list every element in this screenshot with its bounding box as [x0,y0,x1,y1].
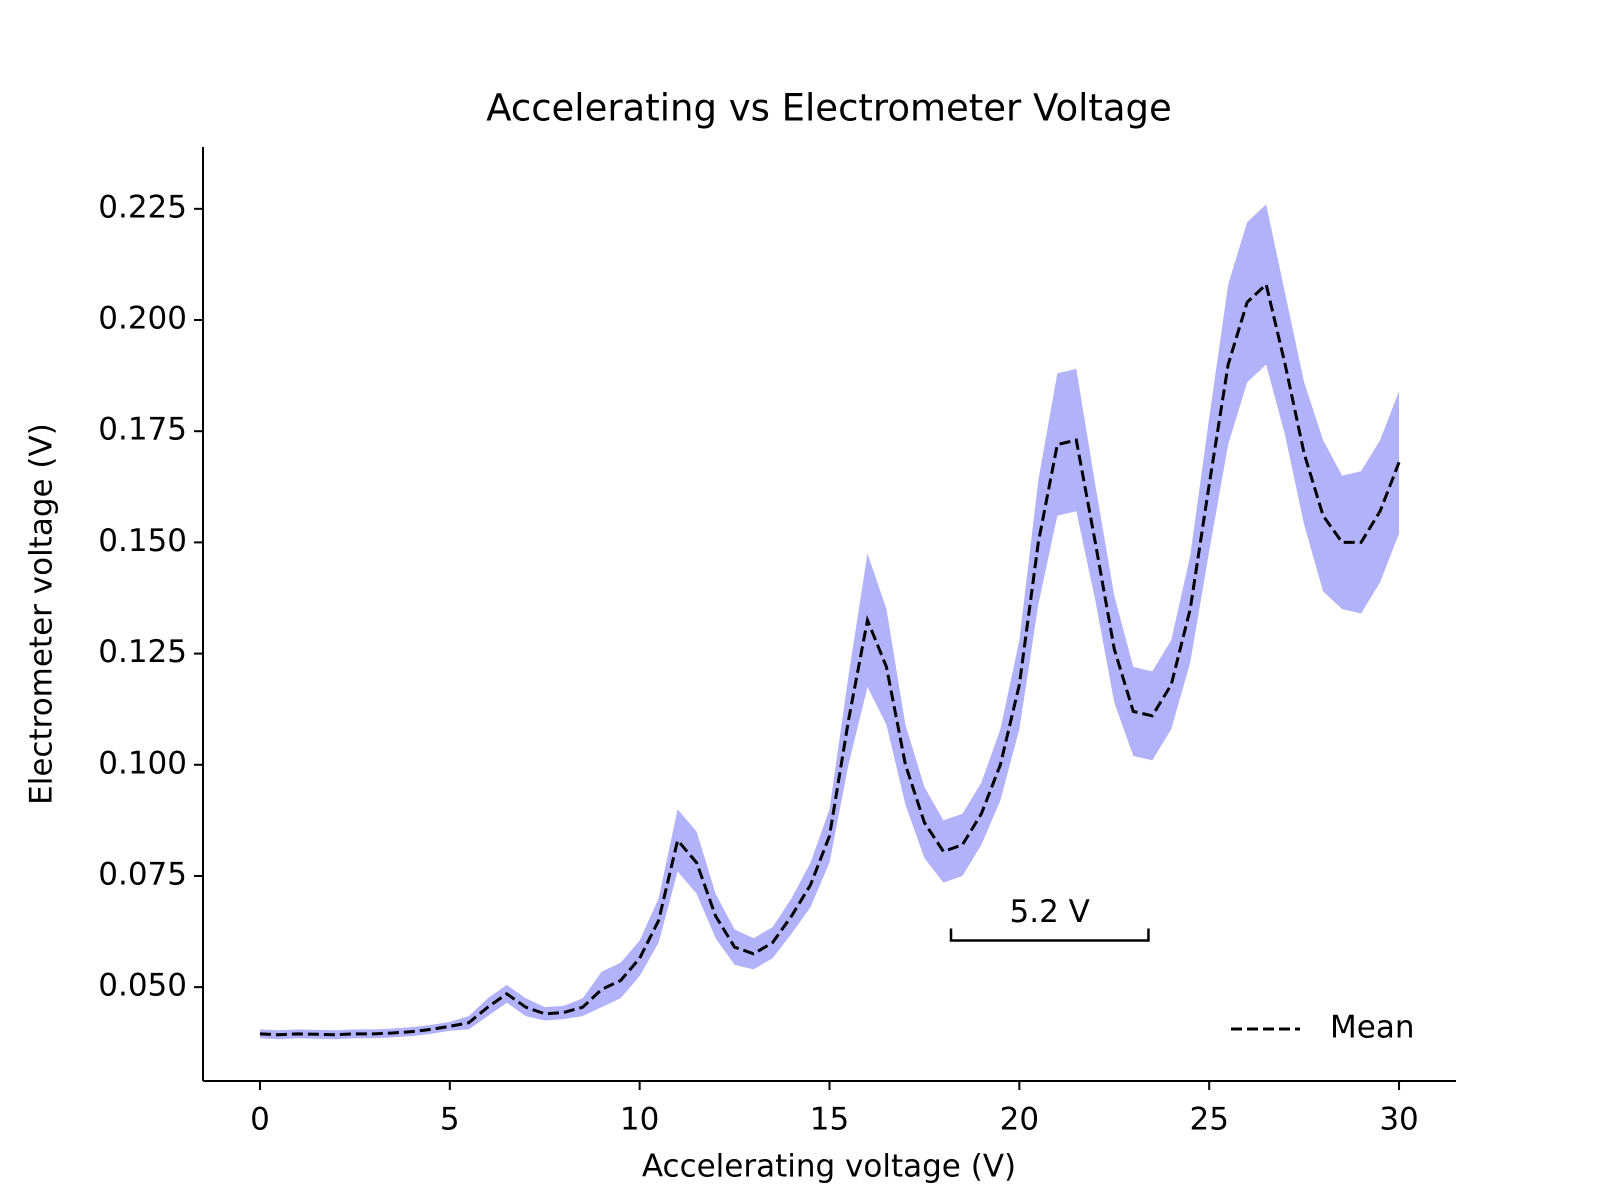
y-tick-label: 0.175 [98,412,187,448]
x-tick-label: 10 [620,1102,659,1138]
x-tick-label: 25 [1189,1102,1228,1138]
y-tick-label: 0.225 [98,189,187,225]
x-tick-label: 5 [440,1102,460,1138]
y-tick-label: 0.200 [98,301,187,337]
x-tick-label: 0 [250,1102,270,1138]
x-tick-label: 20 [1000,1102,1039,1138]
x-axis-label: Accelerating voltage (V) [642,1149,1016,1185]
y-tick-label: 0.075 [98,856,187,892]
x-tick-label: 30 [1379,1102,1418,1138]
chart-title: Accelerating vs Electrometer Voltage [486,87,1172,130]
y-tick-label: 0.125 [98,634,187,670]
mean-line [259,281,1401,1037]
y-axis-label: Electrometer voltage (V) [24,423,60,805]
annotation-label: 5.2 V [1010,894,1090,930]
annotation-bracket [949,928,1150,942]
x-tick-label: 15 [810,1102,849,1138]
y-tick-label: 0.100 [98,745,187,781]
legend-label: Mean [1330,1010,1414,1046]
y-tick-label: 0.150 [98,523,187,559]
y-tick-label: 0.050 [98,968,187,1004]
confidence-band [259,204,1400,1040]
